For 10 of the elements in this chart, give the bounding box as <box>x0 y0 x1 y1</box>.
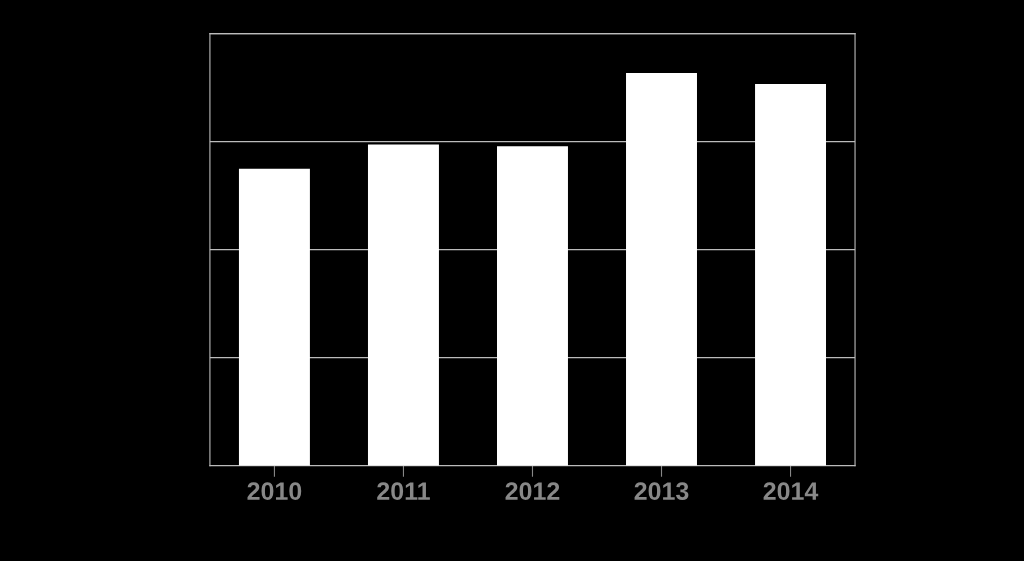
bar <box>238 168 310 466</box>
bar <box>755 83 827 466</box>
x-tick-label: 2013 <box>634 482 689 500</box>
x-tick-label: 2014 <box>763 482 819 500</box>
bar <box>367 144 439 466</box>
x-tick-label: 2011 <box>377 482 430 500</box>
bar <box>626 72 697 466</box>
bar <box>497 146 568 466</box>
x-tick-label: 2012 <box>505 482 560 500</box>
x-tick-label: 2010 <box>247 482 302 500</box>
